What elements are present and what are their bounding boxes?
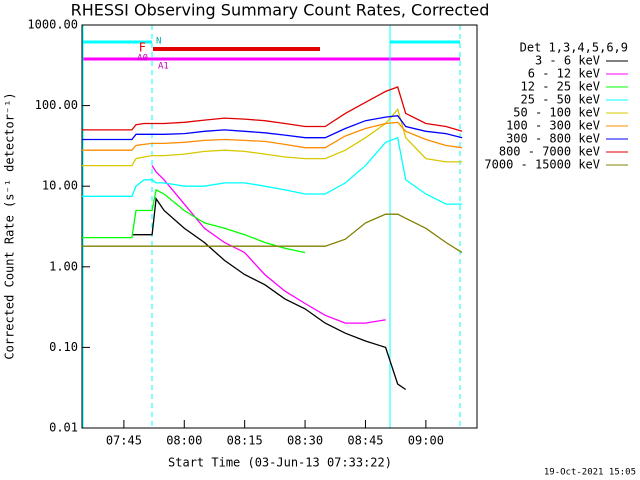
x-tick-label: 09:00 [408, 434, 444, 448]
x-tick-label: 08:45 [347, 434, 383, 448]
series-line [82, 107, 463, 167]
annotation: A0 [137, 54, 148, 64]
series-line [131, 196, 407, 391]
legend-label: 800 - 7000 keV [499, 145, 600, 159]
legend-label: 100 - 300 keV [506, 119, 600, 133]
y-tick-label: 10.00 [42, 179, 78, 193]
annotation: N [156, 37, 161, 47]
y-axis-label: Corrected Count Rate (s⁻¹ detector⁻¹) [3, 92, 17, 359]
footer: 19-Oct-2021 15:05 [544, 468, 636, 478]
series-line [82, 213, 463, 254]
series-line [82, 86, 463, 132]
series-line [82, 115, 463, 141]
x-tick-label: 08:30 [287, 434, 323, 448]
x-tick-label: 08:15 [227, 434, 263, 448]
legend-label: 7000 - 15000 keV [484, 158, 600, 172]
y-tick-label: 1.00 [49, 259, 78, 273]
legend-label: 50 - 100 keV [513, 106, 600, 120]
legend-label: 300 - 800 keV [506, 132, 600, 146]
x-axis-label: Start Time (03-Jun-13 07:33:22) [168, 456, 392, 470]
attenuator-bars [82, 25, 461, 428]
series-line [82, 136, 463, 205]
series-line [82, 190, 462, 285]
series-line [82, 121, 463, 151]
y-tick-label: 0.01 [49, 421, 78, 435]
legend-label: 12 - 25 keV [521, 80, 600, 94]
y-tick-label: 0.10 [49, 340, 78, 354]
series-line [151, 165, 386, 324]
annotation: A1 [158, 62, 169, 72]
y-tick-label: 1000.00 [27, 18, 78, 32]
x-tick-label: 07:45 [106, 434, 142, 448]
y-tick-label: 100.00 [35, 98, 78, 112]
legend-label: 3 - 6 keV [535, 54, 600, 68]
legend-title: Det 1,3,4,5,6,9 [520, 41, 628, 55]
x-tick-label: 08:00 [166, 434, 202, 448]
legend-label: 6 - 12 keV [528, 67, 600, 81]
legend-label: 25 - 50 keV [521, 93, 600, 107]
annotation: F [139, 41, 146, 55]
plot-frame [81, 24, 478, 429]
chart-title: RHESSI Observing Summary Count Rates, Co… [71, 1, 490, 20]
